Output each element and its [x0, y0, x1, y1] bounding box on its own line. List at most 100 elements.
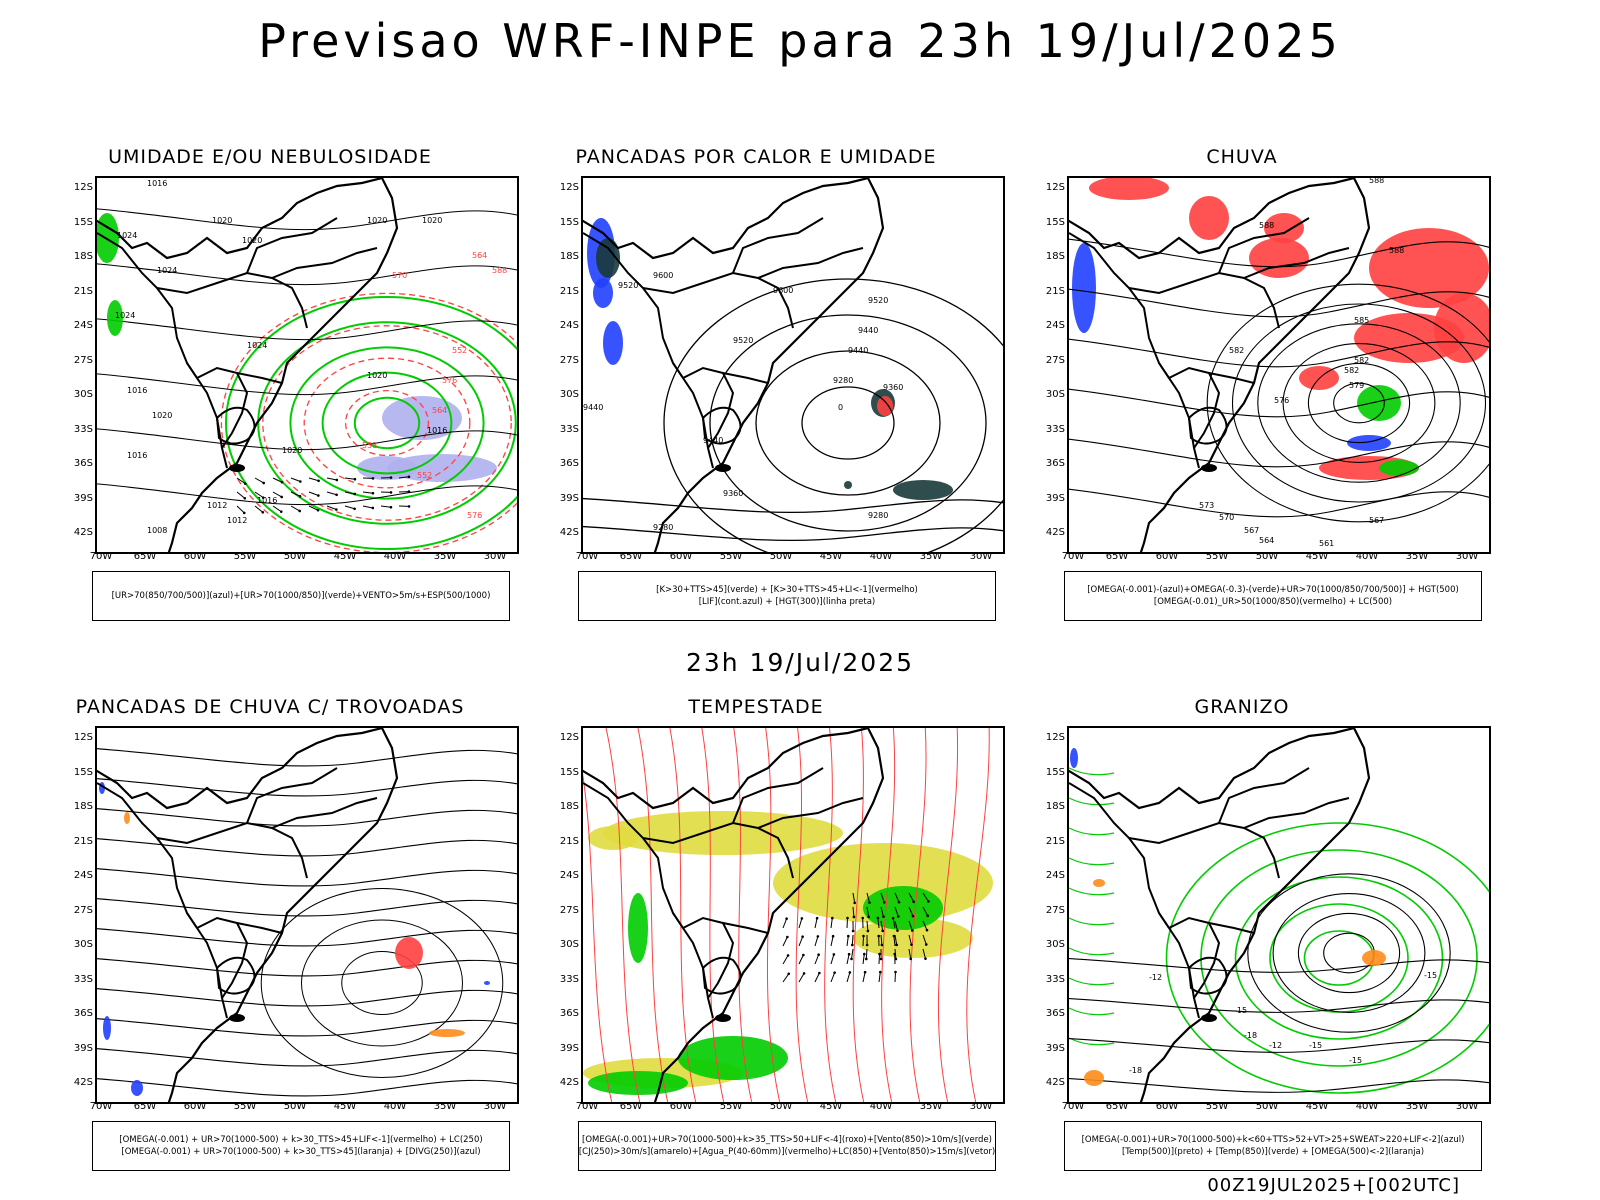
- streamline-lc250: [301, 919, 463, 1047]
- contour-label: 9280: [868, 511, 888, 520]
- contour-label: -15: [1234, 1006, 1247, 1015]
- wind-vector: [782, 973, 790, 983]
- lon-tick-label: 55W: [719, 551, 743, 562]
- contour-label: 564: [1259, 536, 1274, 545]
- wind-vector: [880, 892, 885, 903]
- lat-tick-label: 36S: [1045, 458, 1065, 469]
- lon-tick-label: 70W: [89, 1101, 113, 1112]
- thickness-contour-red: [220, 292, 517, 552]
- thunder-area-red: [395, 937, 423, 969]
- streamline-lc250: [97, 928, 517, 947]
- contour-label: 9360: [883, 383, 903, 392]
- humidity-area-green: [107, 300, 123, 336]
- wind-vector: [298, 494, 302, 498]
- contour-label: 1024: [157, 266, 177, 275]
- temp850-contour: [1269, 903, 1409, 1013]
- contour-label: -15: [1424, 971, 1437, 980]
- jet-area-yellow: [603, 811, 843, 855]
- wind-vector: [922, 892, 929, 902]
- wind-vector: [262, 481, 265, 485]
- map-pancadas-trovoadas: [95, 726, 519, 1104]
- contour-label: 582: [1344, 366, 1359, 375]
- panel-legend: [UR>70(850/700/500)](azul)+[UR>70(1000/8…: [92, 571, 510, 621]
- basemap: [1069, 728, 1371, 1102]
- contour-label: 588: [1389, 246, 1404, 255]
- lat-tick-label: 18S: [1045, 801, 1065, 812]
- map-pancadas-calor: 9600 9520 9600 9520 9440 9520 9440 9280 9360 9440…: [581, 176, 1005, 554]
- wind-vector: [851, 929, 855, 933]
- wind-vector: [786, 935, 789, 939]
- contour-label: 1012: [207, 501, 227, 510]
- lon-tick-label: 35W: [1405, 551, 1429, 562]
- panel-legend: [OMEGA(-0.001) + UR>70(1000-500) + k>30_…: [92, 1121, 510, 1171]
- wind-vector: [893, 936, 896, 947]
- temp850-contour: [1069, 797, 1115, 806]
- temp500-contour: [1069, 958, 1489, 973]
- legend-line-1: [OMEGA(-0.001)+UR>70(1000-500)+k<60+TTS>…: [1081, 1135, 1465, 1145]
- lat-tick-label: 33S: [559, 973, 579, 985]
- lat-tick-label: 36S: [73, 458, 93, 469]
- lake: [715, 464, 731, 472]
- border-line: [583, 782, 684, 929]
- contour-label: 1008: [147, 526, 167, 535]
- contour-label: 579: [1349, 381, 1364, 390]
- wind-vector: [850, 957, 853, 961]
- coastline: [583, 178, 885, 552]
- border-line: [701, 406, 742, 445]
- contour-label: 588: [1259, 221, 1274, 230]
- panel-title: TEMPESTADE: [688, 696, 824, 718]
- border-line: [1208, 372, 1255, 384]
- wind-vector: [344, 505, 355, 510]
- lat-tick-label: 21S: [73, 835, 93, 847]
- wind-vector: [863, 970, 867, 974]
- border-line: [97, 232, 198, 379]
- contour-label: 9600: [773, 286, 793, 295]
- hgt300-contour: [709, 314, 987, 532]
- lon-tick-label: 30W: [969, 551, 993, 562]
- wind-vector: [876, 916, 880, 920]
- contour-label: -18: [1129, 1066, 1142, 1075]
- lat-tick-label: 27S: [1045, 354, 1065, 366]
- lat-tick-label: 18S: [73, 251, 93, 262]
- humidity-area-blue: [357, 456, 417, 480]
- wind-vector: [865, 943, 869, 947]
- border-line: [246, 217, 338, 274]
- wind-vector: [362, 491, 373, 494]
- hgt500-contour: [1069, 438, 1489, 468]
- border-line: [757, 247, 864, 279]
- wind-vector: [894, 934, 898, 945]
- wind-vector: [924, 943, 928, 946]
- humidity-area-blue: [382, 396, 462, 440]
- wind-vector: [867, 915, 870, 919]
- lon-tick-label: 60W: [183, 551, 207, 562]
- wind-vector: [925, 928, 929, 932]
- panel-title: PANCADAS DE CHUVA C/ TROVOADAS: [75, 696, 465, 718]
- streamline-lc850: [605, 728, 641, 1102]
- humidity-contour-green: [289, 346, 485, 500]
- contour-label: -12: [1149, 973, 1162, 982]
- streamline-lc850: [733, 728, 753, 1102]
- border-line: [236, 922, 283, 934]
- wind-vector: [798, 918, 803, 929]
- border-line: [1069, 232, 1170, 379]
- contour-label: 9360: [723, 489, 743, 498]
- hail-area: [1074, 938, 1104, 1018]
- lon-axis: 70W 65W 60W 55W 50W 45W 40W 35W 30W: [1062, 551, 1487, 563]
- rain-area-red: [1249, 238, 1309, 278]
- wind-vector: [912, 900, 916, 904]
- map-canvas: -12 -15 -18 -15 -18 -12 -15 -15: [1069, 728, 1489, 1102]
- wind-vector: [326, 491, 337, 496]
- wind-vector: [882, 915, 885, 918]
- lon-tick-label: 50W: [283, 551, 307, 562]
- wind-vector: [814, 936, 819, 947]
- divergence-blue: [131, 1080, 143, 1096]
- wind-vector: [380, 505, 391, 508]
- wind-vector: [880, 934, 883, 946]
- humidity-contour-green: [321, 371, 453, 475]
- contour-label: 573: [1199, 501, 1214, 510]
- streamline-lc850: [765, 728, 781, 1102]
- wind-vector: [830, 954, 835, 965]
- border-line: [732, 217, 824, 274]
- lon-tick-label: 50W: [769, 1101, 793, 1112]
- border-line: [1218, 217, 1310, 274]
